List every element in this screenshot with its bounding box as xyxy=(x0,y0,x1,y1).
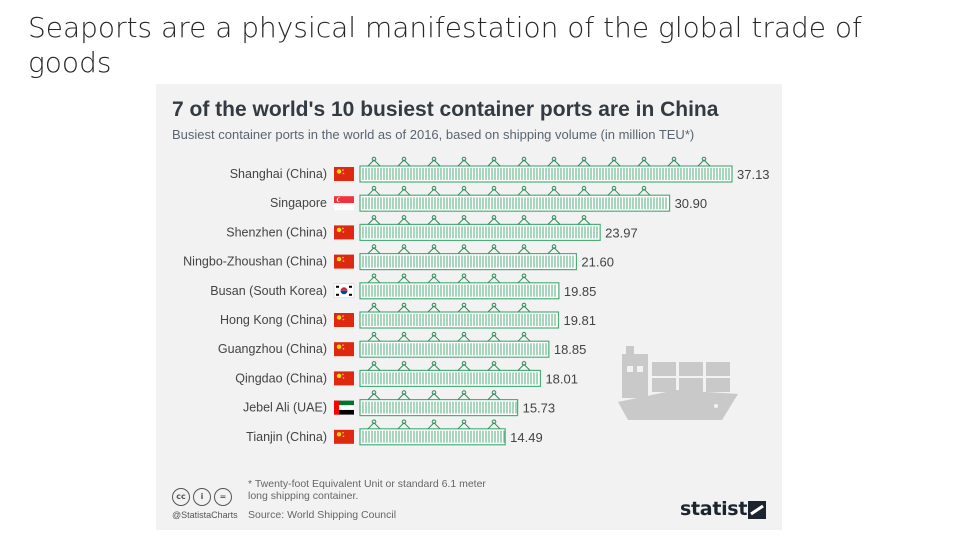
category-label: Hong Kong (China) xyxy=(220,313,327,327)
bar-chart: Shanghai (China) 37.13 Singapore 30.90 Shenz… xyxy=(183,156,770,446)
flag-south-korea-icon xyxy=(333,283,355,299)
flag-uae-icon xyxy=(334,400,354,415)
category-label: Ningbo-Zhoushan (China) xyxy=(183,255,327,269)
category-label: Tianjin (China) xyxy=(246,430,327,444)
bar xyxy=(359,273,560,300)
cargo-ship-icon xyxy=(618,346,738,420)
bar xyxy=(359,361,542,387)
bar xyxy=(359,390,519,417)
statista-logo: statista xyxy=(680,498,760,520)
value-label: 30.90 xyxy=(675,196,708,211)
category-label: Busan (South Korea) xyxy=(210,284,327,298)
twitter-handle: @StatistaCharts xyxy=(172,510,238,520)
bar xyxy=(359,156,733,183)
bar xyxy=(359,302,560,329)
bar xyxy=(359,331,550,358)
category-label: Singapore xyxy=(270,196,327,210)
creative-commons-icon: cc xyxy=(172,488,190,506)
value-label: 15.73 xyxy=(523,401,556,416)
value-label: 37.13 xyxy=(737,167,770,182)
value-label: 21.60 xyxy=(581,255,614,270)
flag-china-icon xyxy=(334,371,354,386)
bar-row: Jebel Ali (UAE) 15.73 xyxy=(243,390,556,417)
bar xyxy=(359,185,671,212)
category-label: Shenzhen (China) xyxy=(226,225,327,239)
bar-row: Singapore 30.90 xyxy=(270,185,708,212)
category-label: Qingdao (China) xyxy=(235,371,327,385)
bar-row: Qingdao (China) 18.01 xyxy=(235,361,578,387)
bar-row: Busan (South Korea) 19.85 xyxy=(210,273,597,300)
bar-row: Shenzhen (China) 23.97 xyxy=(226,215,638,241)
bar xyxy=(359,215,601,241)
bar-row: Tianjin (China) 14.49 xyxy=(246,419,543,446)
bar-row: Hong Kong (China) 19.81 xyxy=(220,302,596,329)
value-label: 18.85 xyxy=(554,342,587,357)
flag-china-icon xyxy=(334,429,354,444)
value-label: 18.01 xyxy=(545,371,578,386)
bar-row: Shanghai (China) 37.13 xyxy=(230,156,770,183)
statista-logo-icon xyxy=(748,501,766,519)
value-label: 19.81 xyxy=(563,313,596,328)
bar-row: Ningbo-Zhoushan (China) 21.60 xyxy=(183,244,614,271)
flag-singapore-icon xyxy=(334,196,354,211)
license-icons: cc i = xyxy=(172,488,232,506)
bar xyxy=(359,419,506,446)
category-label: Jebel Ali (UAE) xyxy=(243,401,327,415)
value-label: 14.49 xyxy=(510,430,543,445)
flag-china-icon xyxy=(334,254,354,269)
flag-china-icon xyxy=(334,225,354,240)
category-label: Guangzhou (China) xyxy=(218,342,327,356)
flag-china-icon xyxy=(334,167,354,181)
chart-subtitle: Busiest container ports in the world as … xyxy=(172,127,695,142)
attribution-icon: i xyxy=(193,488,211,506)
category-label: Shanghai (China) xyxy=(230,167,327,181)
bar-row: Guangzhou (China) 18.85 xyxy=(218,331,587,358)
source-note: Source: World Shipping Council xyxy=(248,509,397,521)
value-label: 19.85 xyxy=(564,284,597,299)
flag-china-icon xyxy=(334,313,354,327)
footnote: * Twenty-foot Equivalent Unit or standar… xyxy=(248,478,486,502)
infographic-card: 7 of the world's 10 busiest container po… xyxy=(156,84,782,530)
no-derivatives-icon: = xyxy=(214,488,232,506)
slide-title: Seaports are a physical manifestation of… xyxy=(28,11,862,79)
bar xyxy=(359,244,578,271)
value-label: 23.97 xyxy=(605,225,638,240)
chart-title: 7 of the world's 10 busiest container po… xyxy=(172,98,719,121)
flag-china-icon xyxy=(334,342,354,357)
